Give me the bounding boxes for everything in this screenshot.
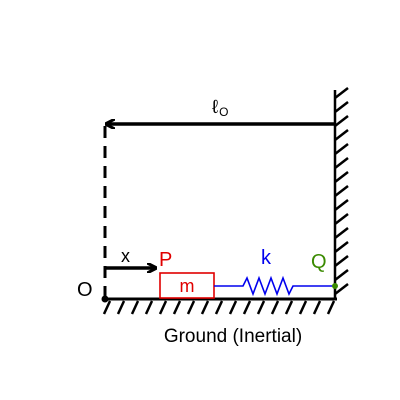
origin-label: O [77,279,93,301]
right-wall [333,87,349,298]
ground [102,297,337,315]
point-q-label: Q [311,251,327,273]
mass-label: m [180,276,195,296]
origin-point [101,295,109,303]
ground-label: Ground (Inertial) [164,326,302,347]
spring-label: k [261,247,272,269]
x-label: x [121,246,130,266]
point-p-label: P [159,249,172,271]
length-label: ℓO [212,97,229,119]
point-q [332,283,338,289]
mass-block [159,272,215,299]
spring [214,275,335,297]
